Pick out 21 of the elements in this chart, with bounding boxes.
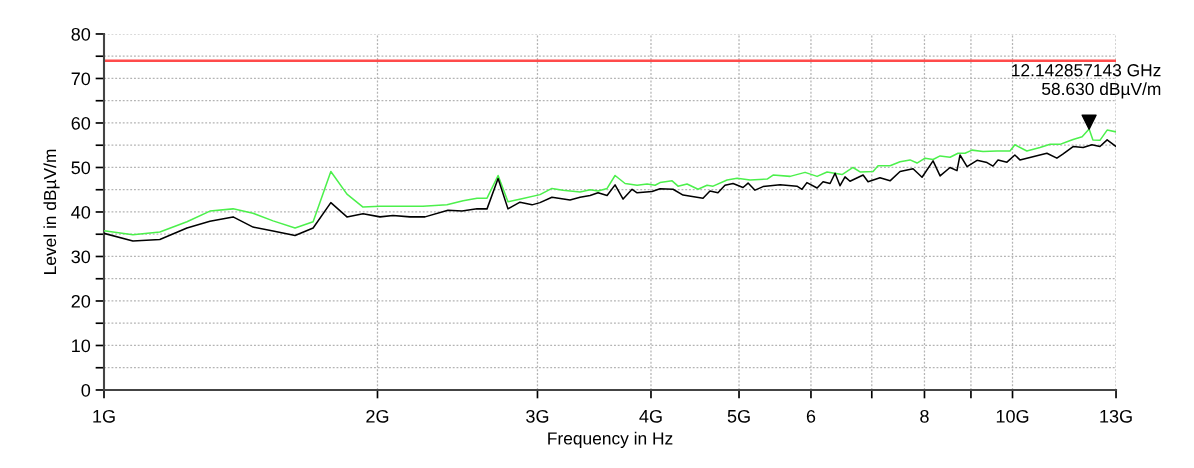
y-tick-label: 60: [71, 116, 91, 130]
x-tick-label: 4G: [639, 409, 662, 423]
y-tick-label: 50: [71, 161, 91, 175]
x-tick-label: 5G: [727, 409, 750, 423]
y-tick-label: 80: [71, 27, 91, 41]
y-axis-title: Level in dBµV/m: [43, 149, 60, 274]
x-tick-label: 3G: [526, 409, 549, 423]
x-tick-label: 13G: [1100, 409, 1132, 423]
y-tick-label: 20: [71, 294, 91, 308]
y-tick-label: 70: [71, 72, 91, 86]
y-tick-label: 30: [71, 250, 91, 264]
annotation: 12.142857143 GHz 58.630 dBµV/m: [1012, 64, 1161, 99]
x-axis-title: Frequency in Hz: [548, 431, 673, 448]
y-tick-label: 10: [72, 339, 91, 353]
x-tick-label: 2G: [366, 409, 389, 423]
y-tick-label: 0: [81, 383, 91, 397]
y-tick-label: 40: [71, 205, 91, 219]
x-tick-label: 1G: [93, 409, 115, 423]
x-tick-label: 6: [806, 409, 816, 423]
x-tick-label: 8: [920, 409, 929, 423]
x-tick-label: 10G: [996, 409, 1029, 423]
